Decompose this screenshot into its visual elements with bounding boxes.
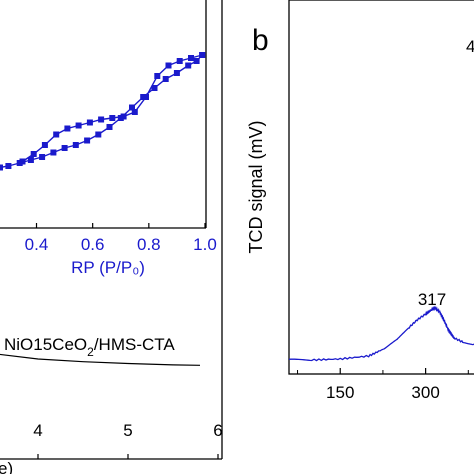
inset-x-tick-label: 0.6 — [81, 235, 105, 254]
panel-b-series-line — [288, 305, 474, 362]
inset-data-point — [30, 151, 37, 157]
inset-data-point — [129, 104, 135, 111]
inset-series-line — [0, 54, 203, 169]
inset-data-point — [86, 119, 93, 126]
inset-data-point — [199, 52, 206, 58]
inset-plot: 0.4 0.6 0.8 1.0 RP (P/P₀) — [0, 0, 217, 277]
panel-a-sample-label: NiO15CeO2/HMS-CTA — [4, 335, 175, 359]
panel-a-xlabel-fragment: e) — [0, 459, 13, 474]
inset-data-point — [106, 124, 113, 130]
inset-xlabel: RP (P/P₀) — [71, 258, 145, 277]
inset-data-point — [188, 55, 194, 61]
panel-a-x-tick-label: 5 — [123, 421, 132, 440]
inset-data-point — [5, 163, 12, 169]
panel-b-peak-label: 317 — [418, 290, 446, 309]
inset-data-point — [75, 122, 82, 129]
inset-x-tick-label: 0.8 — [137, 235, 161, 254]
panel-b-x-tick-label: 300 — [411, 383, 439, 402]
inset-data-point — [39, 154, 46, 160]
inset-data-point — [185, 62, 192, 69]
inset-data-point — [64, 125, 71, 132]
inset-data-point — [173, 70, 180, 76]
inset-data-point — [131, 109, 138, 115]
inset-data-point — [165, 62, 172, 69]
inset-data-point — [72, 142, 79, 148]
inset-data-point — [19, 158, 26, 165]
inset-data-point — [53, 131, 60, 138]
panel-b-peak-label-cut: 4 — [466, 37, 474, 56]
panel-b-x-tick-label: 150 — [326, 383, 354, 402]
panel-a-x-tick-label: 4 — [33, 421, 42, 440]
inset-data-point — [193, 58, 200, 64]
inset-data-point — [0, 164, 3, 171]
inset-data-point — [154, 73, 161, 79]
panel-b-frame — [288, 0, 474, 375]
inset-data-point — [162, 76, 169, 82]
panel-a-series-line — [0, 353, 201, 366]
inset-data-point — [109, 115, 116, 121]
inset-data-point — [27, 157, 34, 163]
inset-data-point — [143, 94, 149, 100]
inset-x-tick-label: 0.4 — [25, 235, 49, 254]
inset-data-point — [61, 145, 68, 151]
inset-data-point — [95, 131, 102, 138]
inset-data-point — [84, 137, 91, 144]
inset-data-point — [120, 113, 127, 120]
inset-x-tick-label: 1.0 — [193, 235, 217, 254]
panel-b: b TCD signal (mV) 150 300 317 4 — [246, 0, 474, 402]
inset-data-point — [50, 149, 57, 156]
inset-data-point — [151, 85, 158, 91]
panel-a-x-tick-label: 6 — [213, 421, 222, 440]
panel-b-letter: b — [252, 24, 269, 57]
inset-data-point — [176, 58, 183, 64]
panel-a: 4 5 6 e) NiO15CeO2/HMS-CTA 0.4 0.6 0.8 1.0 RP… — [0, 0, 223, 474]
panel-b-ylabel: TCD signal (mV) — [246, 120, 266, 253]
inset-data-point — [41, 142, 48, 148]
inset-data-point — [98, 116, 105, 123]
